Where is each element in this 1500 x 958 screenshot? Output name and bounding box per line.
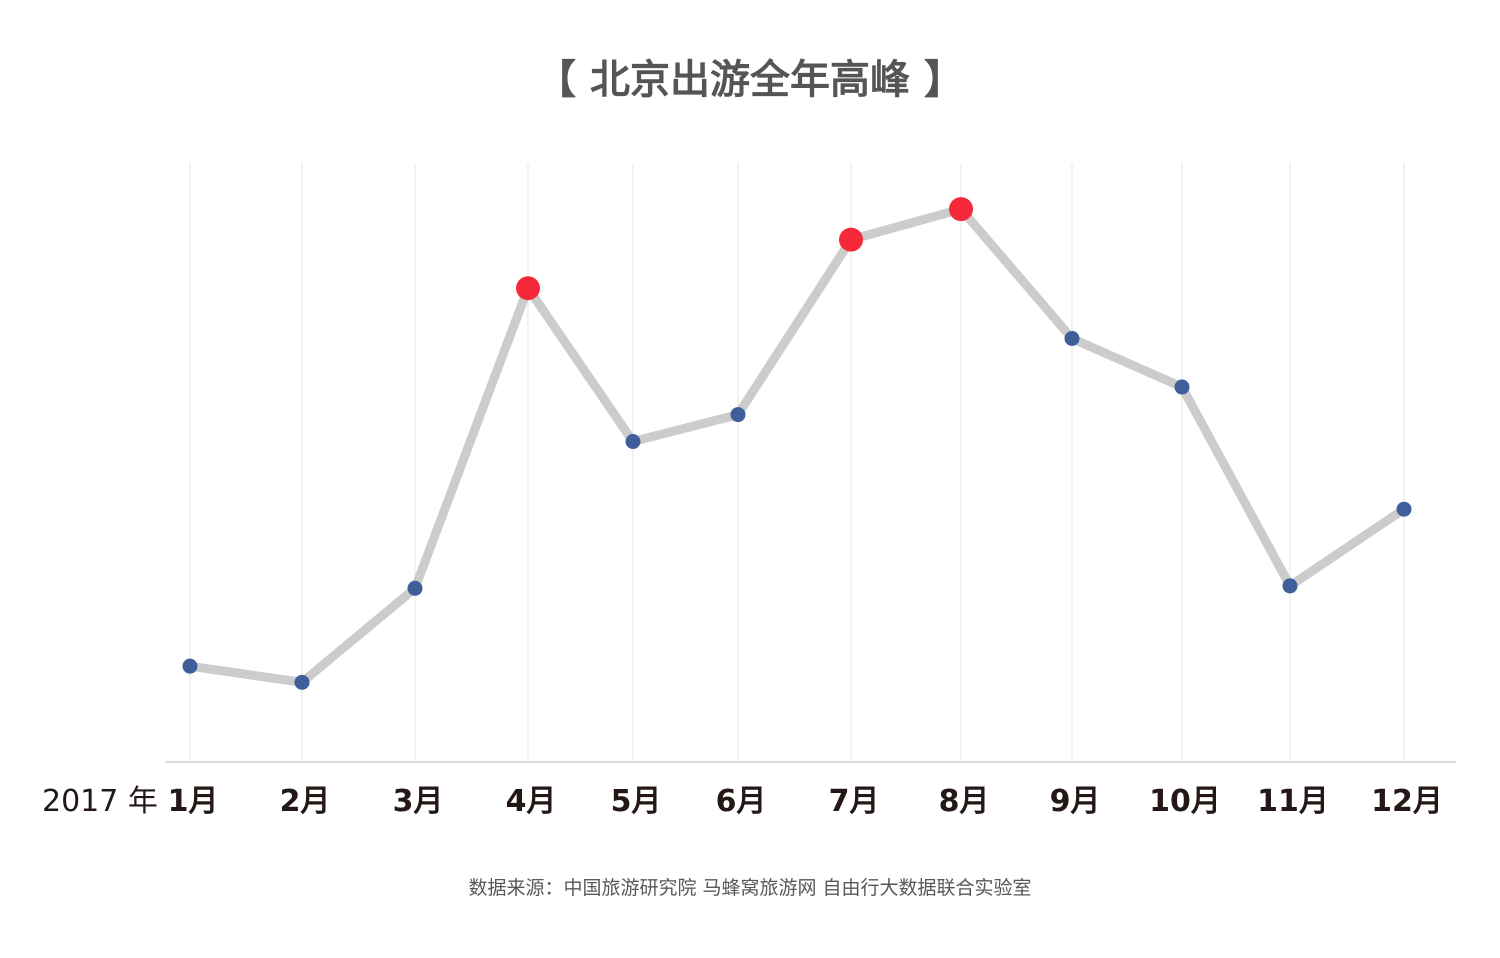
- data-point-12月: [1396, 501, 1412, 517]
- x-tick-2: 2月: [280, 784, 331, 819]
- x-tick-4: 4月: [506, 784, 557, 819]
- grid-lines: [189, 163, 1405, 762]
- x-tick-6: 6月: [716, 784, 767, 819]
- chart-title: 【 北京出游全年高峰 】: [536, 57, 964, 103]
- x-tick-1: 1月: [168, 784, 219, 819]
- x-tick-5: 5月: [611, 784, 662, 819]
- x-tick-11: 11月: [1257, 784, 1329, 819]
- x-tick-8: 8月: [939, 784, 990, 819]
- data-point-3月: [407, 580, 423, 596]
- x-tick-7: 7月: [829, 784, 880, 819]
- year-label: 2017 年: [42, 784, 158, 819]
- x-tick-9: 9月: [1050, 784, 1101, 819]
- x-tick-10: 10月: [1149, 784, 1221, 819]
- data-point-2月: [294, 674, 310, 690]
- data-point-9月: [1064, 331, 1080, 347]
- source-note: 数据来源：中国旅游研究院 马蜂窝旅游网 自由行大数据联合实验室: [468, 877, 1031, 899]
- data-point-6月: [730, 407, 746, 423]
- x-tick-labels: 1月 2月 3月 4月 5月 6月 7月 8月 9月 10月 11月 12月: [168, 784, 1443, 819]
- peak-point-7月: [839, 227, 863, 252]
- data-point-5月: [625, 434, 641, 450]
- data-point-1月: [182, 658, 198, 674]
- x-tick-3: 3月: [393, 784, 444, 819]
- peak-point-8月: [949, 197, 973, 222]
- series-line: [185, 204, 1409, 687]
- x-tick-12: 12月: [1371, 784, 1443, 819]
- data-point-10月: [1174, 379, 1190, 395]
- data-point-11月: [1282, 578, 1298, 594]
- series-line-group: [185, 204, 1409, 687]
- data-points: [182, 197, 1412, 690]
- peak-point-4月: [516, 276, 540, 301]
